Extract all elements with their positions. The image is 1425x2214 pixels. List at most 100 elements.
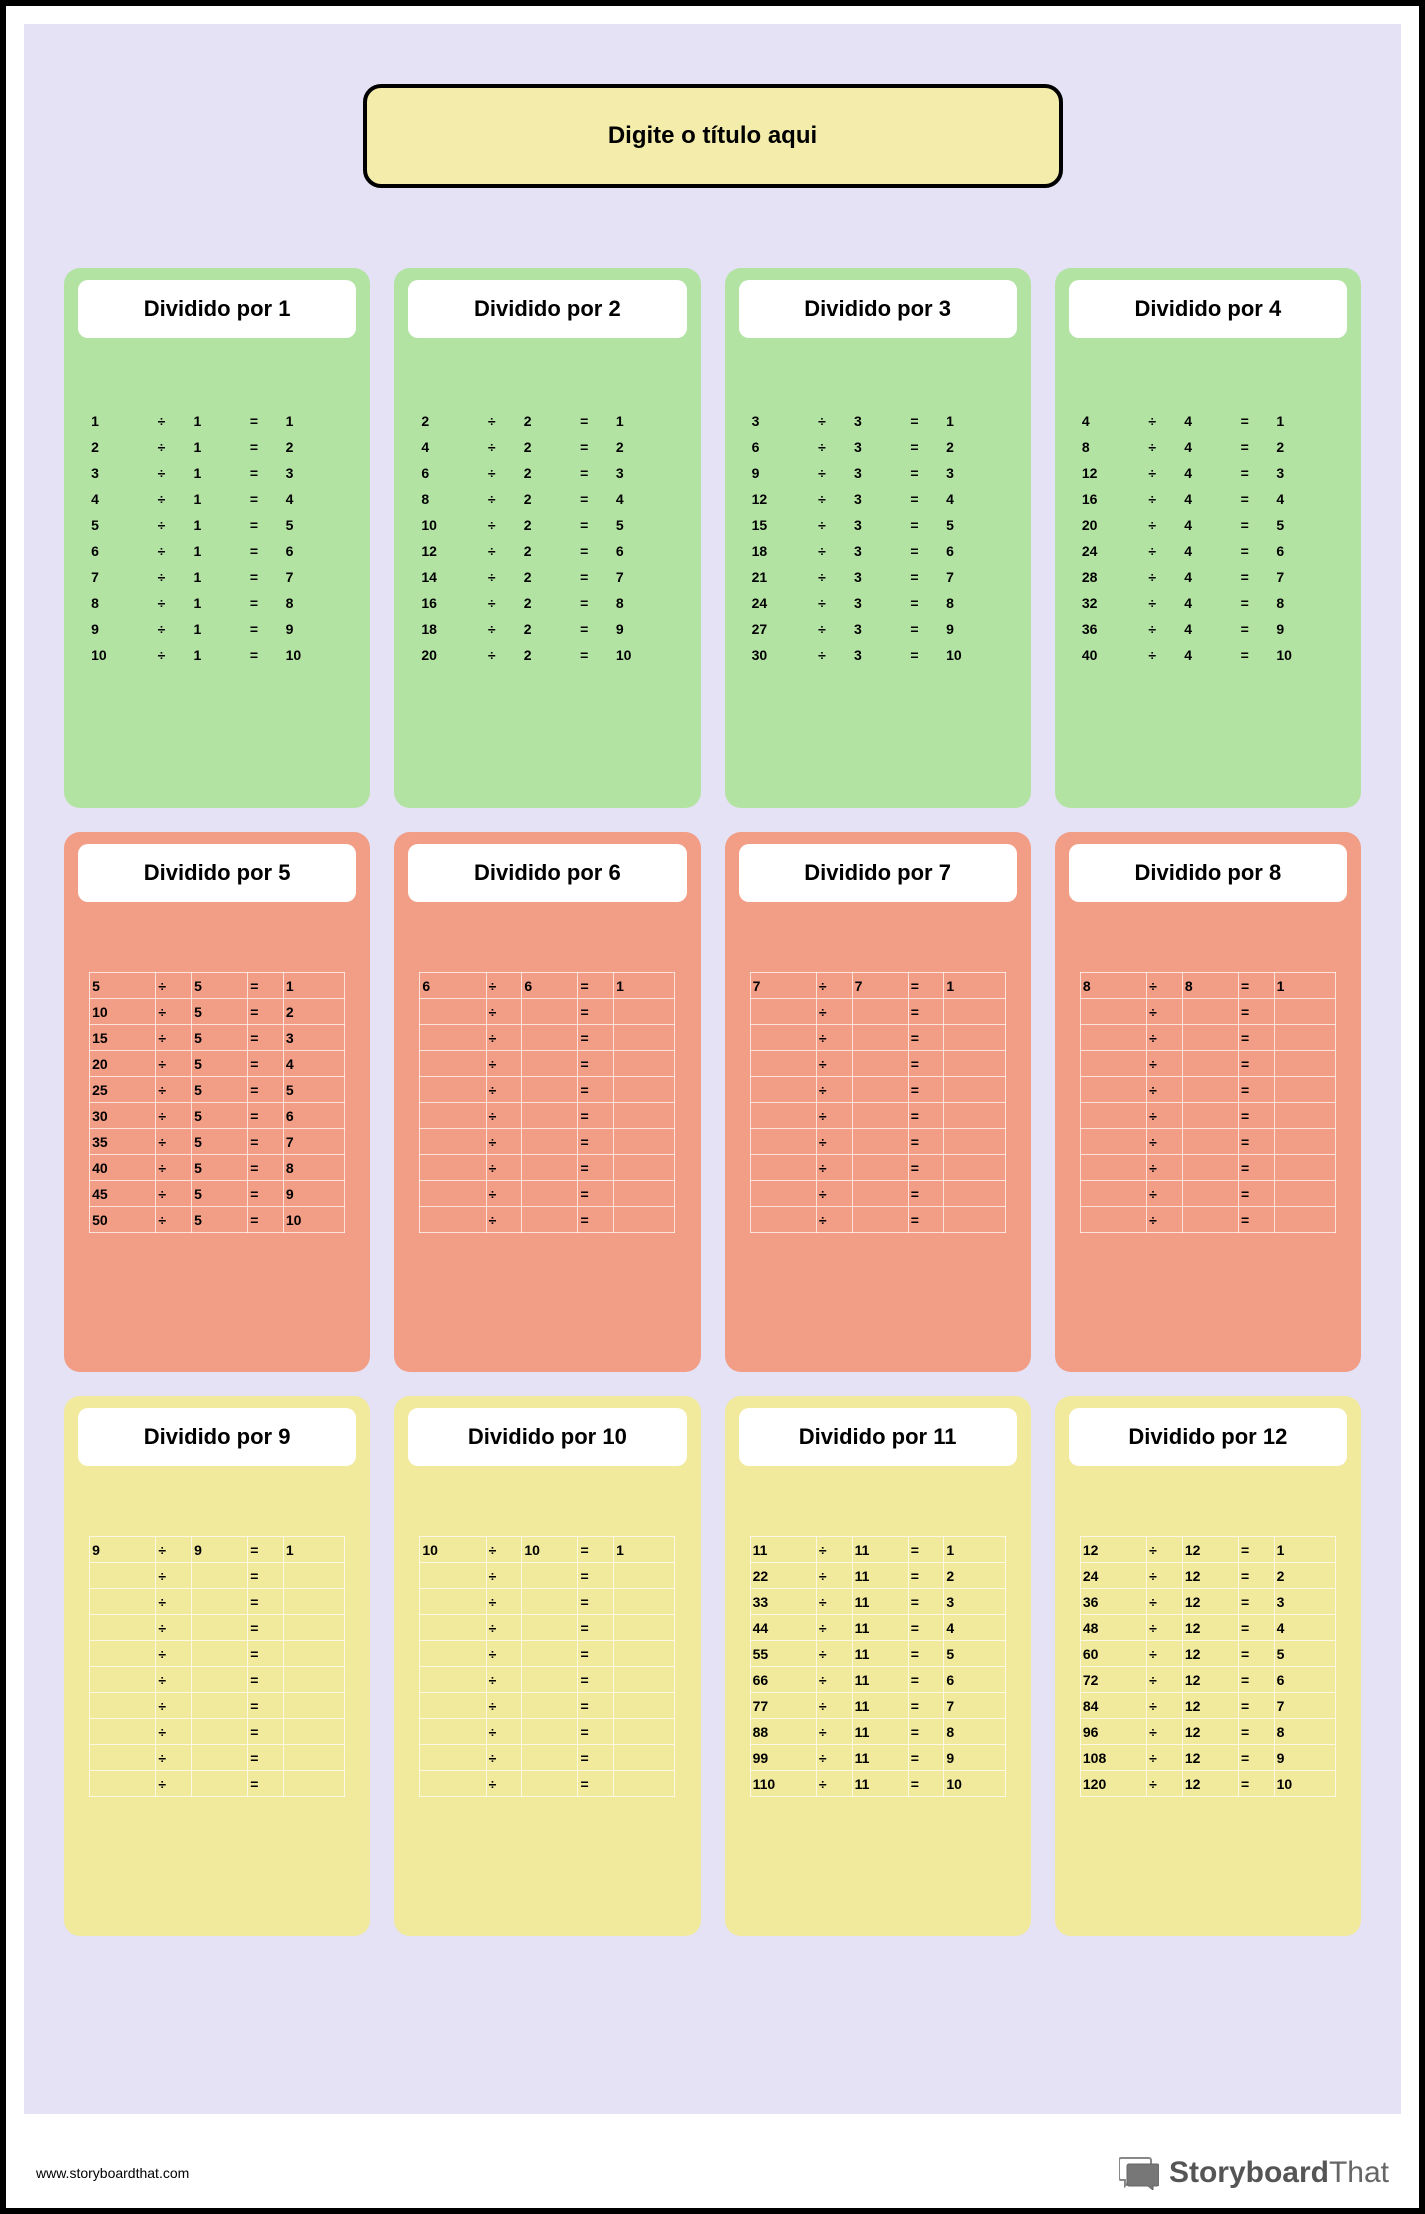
table-cell: ÷ <box>1147 973 1183 999</box>
table-cell: 7 <box>283 1129 344 1155</box>
table-row: ÷= <box>1080 1051 1335 1077</box>
table-cell: 9 <box>283 1181 344 1207</box>
table-cell <box>944 1103 1005 1129</box>
table-row: 45÷5=9 <box>90 1181 345 1207</box>
table-row: ÷= <box>1080 1129 1335 1155</box>
table-cell: ÷ <box>816 1771 852 1797</box>
division-table: 11÷11=122÷11=233÷11=344÷11=455÷11=566÷11… <box>750 1536 1006 1797</box>
table-cell: = <box>908 1693 944 1719</box>
table-cell: 2 <box>944 1563 1005 1589</box>
table-cell: ÷ <box>1146 486 1182 512</box>
table-cell: ÷ <box>816 1103 852 1129</box>
table-cell: = <box>908 1025 944 1051</box>
table-cell <box>420 1719 486 1745</box>
table-row: 20÷2=10 <box>419 642 675 668</box>
table-cell: 12 <box>1182 1667 1238 1693</box>
table-cell <box>852 1207 908 1233</box>
table-cell <box>420 1745 486 1771</box>
table-cell: ÷ <box>156 1589 192 1615</box>
table-cell: ÷ <box>486 1745 522 1771</box>
table-cell <box>750 1129 816 1155</box>
table-row: 50÷5=10 <box>90 1207 345 1233</box>
table-cell: 8 <box>944 590 1005 616</box>
table-cell: 9 <box>944 1745 1005 1771</box>
table-row: ÷= <box>750 1103 1005 1129</box>
table-cell: 22 <box>750 1563 816 1589</box>
table-row: ÷= <box>420 1155 675 1181</box>
division-card: Dividido por 88÷8=1÷=÷=÷=÷=÷=÷=÷=÷=÷= <box>1055 832 1361 1372</box>
table-cell: = <box>578 1181 614 1207</box>
card-grid: Dividido por 11÷1=12÷1=23÷1=34÷1=45÷1=56… <box>64 268 1361 1936</box>
table-cell: = <box>1238 1745 1274 1771</box>
table-cell: 84 <box>1080 1693 1146 1719</box>
table-cell: 7 <box>1274 1693 1335 1719</box>
table-cell: 5 <box>944 1641 1005 1667</box>
table-cell: 108 <box>1080 1745 1146 1771</box>
table-row: ÷= <box>420 999 675 1025</box>
table-row: ÷= <box>90 1719 345 1745</box>
table-cell: ÷ <box>486 408 522 434</box>
table-cell: 24 <box>1080 538 1147 564</box>
table-cell <box>420 1667 486 1693</box>
table-cell: 6 <box>284 538 345 564</box>
table-cell: 12 <box>1182 1615 1238 1641</box>
table-cell: ÷ <box>1147 1745 1183 1771</box>
table-cell: = <box>248 538 284 564</box>
table-row: 12÷2=6 <box>419 538 675 564</box>
table-row: 60÷12=5 <box>1080 1641 1335 1667</box>
table-cell: 8 <box>944 1719 1005 1745</box>
division-table: 10÷10=1÷=÷=÷=÷=÷=÷=÷=÷=÷= <box>419 1536 675 1797</box>
table-cell <box>852 1181 908 1207</box>
table-cell: 12 <box>1182 1719 1238 1745</box>
table-cell <box>420 1207 486 1233</box>
table-cell <box>1182 1207 1238 1233</box>
table-cell: = <box>248 512 284 538</box>
table-cell: ÷ <box>156 973 192 999</box>
table-cell: ÷ <box>486 1025 522 1051</box>
table-cell: = <box>908 512 944 538</box>
table-cell: ÷ <box>486 1181 522 1207</box>
table-cell: ÷ <box>816 642 852 668</box>
table-cell: = <box>908 1537 944 1563</box>
table-cell: 7 <box>944 564 1005 590</box>
table-cell: = <box>578 1537 614 1563</box>
table-cell: 5 <box>89 512 156 538</box>
table-cell: 2 <box>419 408 486 434</box>
table-row: 120÷12=10 <box>1080 1771 1335 1797</box>
table-cell: = <box>248 1129 284 1155</box>
card-header: Dividido por 8 <box>1069 844 1347 902</box>
table-cell <box>614 1563 675 1589</box>
table-cell: ÷ <box>486 564 522 590</box>
table-cell: 1 <box>192 590 248 616</box>
table-cell <box>944 999 1005 1025</box>
division-table: 3÷3=16÷3=29÷3=312÷3=415÷3=518÷3=621÷3=72… <box>750 408 1006 668</box>
table-cell: 1 <box>614 408 675 434</box>
table-row: 18÷3=6 <box>750 538 1006 564</box>
table-cell: = <box>908 973 944 999</box>
table-cell: ÷ <box>1147 1667 1183 1693</box>
table-cell: 4 <box>1182 642 1238 668</box>
table-cell: 11 <box>852 1667 908 1693</box>
table-cell: 3 <box>1274 1589 1335 1615</box>
table-cell <box>614 1771 675 1797</box>
table-cell: ÷ <box>156 1537 192 1563</box>
table-cell: = <box>1238 1025 1274 1051</box>
title-box[interactable]: Digite o título aqui <box>363 84 1063 188</box>
table-cell: 4 <box>1182 564 1238 590</box>
table-cell: ÷ <box>816 1589 852 1615</box>
table-cell: 16 <box>1080 486 1147 512</box>
card-header: Dividido por 10 <box>408 1408 686 1466</box>
table-row: 36÷12=3 <box>1080 1589 1335 1615</box>
table-cell: 1 <box>192 538 248 564</box>
table-cell: 3 <box>944 460 1005 486</box>
table-cell: ÷ <box>156 486 192 512</box>
table-cell <box>90 1589 156 1615</box>
table-cell: = <box>248 408 284 434</box>
table-cell: ÷ <box>156 616 192 642</box>
table-cell: = <box>578 1207 614 1233</box>
table-cell: 1 <box>614 973 675 999</box>
table-cell: 4 <box>944 1615 1005 1641</box>
table-cell <box>750 1103 816 1129</box>
table-cell: 6 <box>419 460 486 486</box>
table-cell: = <box>248 434 284 460</box>
